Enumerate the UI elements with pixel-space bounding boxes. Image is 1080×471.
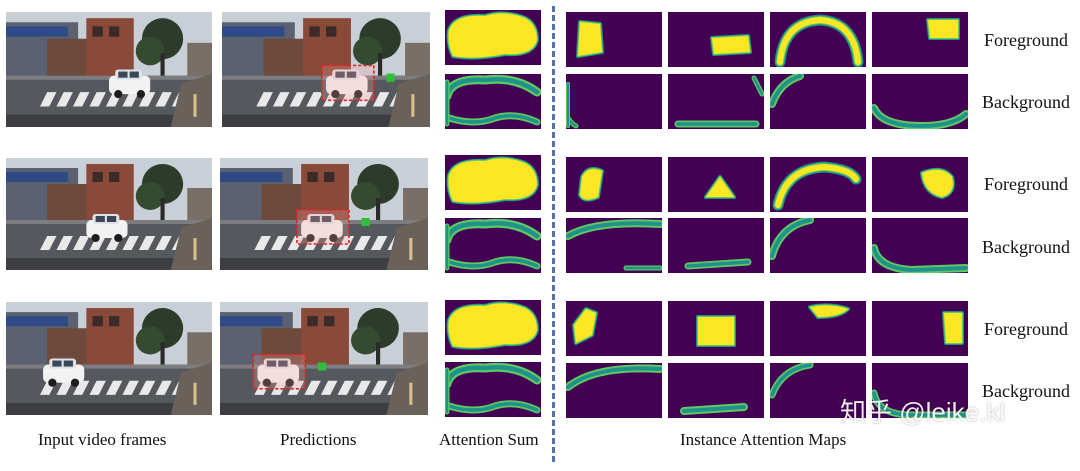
caption-instance-maps: Instance Attention Maps <box>680 430 847 449</box>
instance-map-fg-2-3 <box>770 157 866 212</box>
attention-sum-fg-3 <box>445 300 541 355</box>
attention-sum-bg-3 <box>445 362 541 417</box>
caption-input-frames: Input video frames <box>38 430 167 449</box>
instance-map-bg-2-2 <box>668 218 764 273</box>
instance-map-bg-3-4 <box>872 363 968 418</box>
input-frame-3 <box>6 302 212 415</box>
section-divider <box>552 6 555 462</box>
prediction-frame-2 <box>220 158 428 270</box>
instance-map-fg-1-2 <box>668 12 764 67</box>
instance-map-bg-3-3 <box>770 363 866 418</box>
instance-map-bg-3-1 <box>566 363 662 418</box>
instance-map-bg-1-4 <box>872 74 968 129</box>
instance-map-bg-1-2 <box>668 74 764 129</box>
instance-map-fg-3-4 <box>872 301 968 356</box>
instance-map-bg-2-4 <box>872 218 968 273</box>
attention-sum-bg-1 <box>445 74 541 129</box>
instance-map-bg-3-2 <box>668 363 764 418</box>
row-label-background-2: Background <box>982 237 1070 257</box>
instance-map-bg-2-3 <box>770 218 866 273</box>
instance-map-fg-2-1 <box>566 157 662 212</box>
instance-map-bg-1-3 <box>770 74 866 129</box>
instance-map-fg-2-2 <box>668 157 764 212</box>
row-label-foreground-2: Foreground <box>984 174 1068 194</box>
instance-map-fg-3-1 <box>566 301 662 356</box>
attention-sum-fg-1 <box>445 10 541 65</box>
instance-map-fg-1-1 <box>566 12 662 67</box>
prediction-frame-3 <box>220 302 428 415</box>
instance-map-fg-1-4 <box>872 12 968 67</box>
row-label-foreground-3: Foreground <box>984 319 1068 339</box>
instance-map-bg-1-1 <box>566 74 662 129</box>
watermark: 知乎 @leike.kl <box>840 397 1006 427</box>
row-label-background-1: Background <box>982 92 1070 112</box>
prediction-frame-1 <box>222 12 430 127</box>
caption-attention-sum: Attention Sum <box>439 430 539 449</box>
attention-sum-bg-2 <box>445 218 541 273</box>
instance-map-fg-3-3 <box>770 301 866 356</box>
row-label-foreground-1: Foreground <box>984 30 1068 50</box>
input-frame-1 <box>6 12 212 127</box>
instance-map-fg-2-4 <box>872 157 968 212</box>
caption-predictions: Predictions <box>280 430 357 449</box>
instance-map-fg-1-3 <box>770 12 866 67</box>
instance-map-bg-2-1 <box>566 218 662 273</box>
instance-map-fg-3-2 <box>668 301 764 356</box>
input-frame-2 <box>6 158 212 270</box>
attention-sum-fg-2 <box>445 155 541 210</box>
row-label-background-3: Background <box>982 381 1070 401</box>
